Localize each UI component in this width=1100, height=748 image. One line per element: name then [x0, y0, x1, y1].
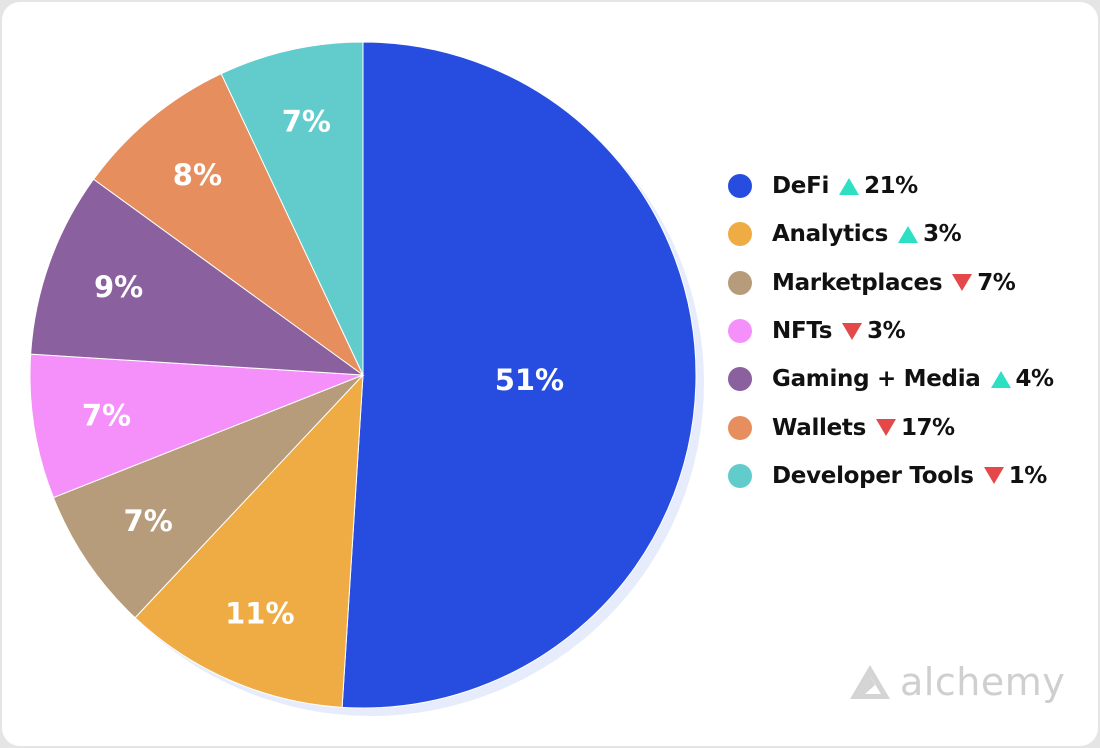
- legend-change: 1%: [1008, 462, 1048, 489]
- pie-slices: [29, 41, 697, 709]
- pie-slice-marketplaces: [52, 374, 364, 619]
- legend-item-marketplaces: Marketplaces 7%: [728, 259, 1054, 307]
- triangle-up-icon: [839, 177, 860, 195]
- legend-label: Marketplaces: [772, 269, 943, 296]
- legend-change: 17%: [901, 414, 955, 441]
- logo-text: alchemy: [900, 660, 1066, 704]
- alchemy-logo: alchemy: [848, 660, 1065, 704]
- legend-change: 3%: [867, 318, 906, 345]
- slice-percent-label: 7%: [282, 105, 331, 139]
- slice-percent-label: 9%: [94, 270, 143, 304]
- legend-label: Wallets: [772, 414, 867, 441]
- legend-label: Analytics: [772, 221, 889, 248]
- slice-percent-label: 51%: [495, 363, 564, 397]
- legend-color-dot: [728, 222, 752, 247]
- legend-item-gaming-media: Gaming + Media 4%: [728, 355, 1054, 403]
- slice-percent-label: 7%: [124, 504, 173, 538]
- slice-percent-label: 7%: [82, 399, 131, 433]
- pie-slice-nfts: [29, 353, 364, 499]
- legend-label: Gaming + Media: [772, 366, 981, 393]
- legend-color-dot: [728, 174, 752, 199]
- legend-change: 3%: [923, 221, 962, 248]
- triangle-up-icon: [990, 370, 1011, 388]
- legend-color-dot: [728, 270, 752, 295]
- triangle-up-icon: [898, 225, 919, 243]
- slice-percent-label: 8%: [173, 158, 222, 192]
- legend-change: 4%: [1015, 366, 1055, 393]
- legend-color-dot: [728, 319, 752, 344]
- pie-slice-gaming-media: [30, 178, 365, 376]
- legend-change: 21%: [864, 173, 918, 200]
- legend-color-dot: [728, 367, 752, 392]
- legend-item-analytics: Analytics 3%: [728, 210, 1054, 258]
- legend: DeFi 21% Analytics 3% Marketplaces 7% NF…: [728, 162, 1054, 500]
- pie-slice-developer-tools: [220, 41, 364, 376]
- triangle-down-icon: [952, 274, 973, 292]
- legend-color-dot: [728, 463, 752, 488]
- slice-percent-label: 11%: [225, 596, 294, 630]
- triangle-down-icon: [876, 419, 897, 437]
- legend-item-defi: DeFi 21%: [728, 162, 1054, 210]
- triangle-down-icon: [983, 467, 1004, 485]
- legend-change: 7%: [977, 269, 1016, 296]
- legend-label: DeFi: [772, 173, 830, 200]
- legend-item-nfts: NFTs 3%: [728, 307, 1054, 355]
- legend-label: NFTs: [772, 318, 833, 345]
- alchemy-triangle-icon: [850, 665, 890, 699]
- legend-label: Developer Tools: [772, 462, 974, 489]
- triangle-down-icon: [842, 322, 863, 340]
- legend-color-dot: [728, 415, 752, 440]
- pie-slice-defi: [341, 41, 697, 709]
- legend-item-wallets: Wallets 17%: [728, 403, 1054, 451]
- legend-item-developer-tools: Developer Tools 1%: [728, 452, 1054, 500]
- pie-slice-wallets: [92, 73, 364, 376]
- pie-slice-labels: 51% 11% 7% 7% 9% 8% 7%: [82, 105, 564, 631]
- pie-slice-analytics: [134, 373, 364, 708]
